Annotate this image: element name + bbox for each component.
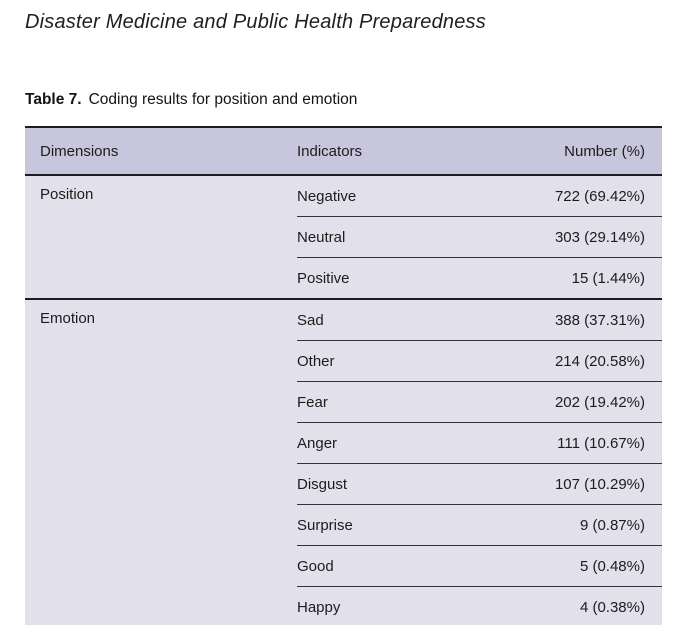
table-row: Fear 202 (19.42%) [25, 381, 662, 423]
indicator-cell: Sad [297, 298, 503, 341]
table-row: Emotion Sad 388 (37.31%) [25, 298, 662, 625]
number-cell: 388 (37.31%) [503, 298, 662, 341]
coding-results-table: Dimensions Indicators Number (%) Positio… [25, 126, 662, 625]
indicator-cell: Good [297, 545, 503, 587]
number-cell: 5 (0.48%) [503, 545, 662, 587]
number-cell: 15 (1.44%) [503, 257, 662, 299]
table-caption-text: Coding results for position and emotion [88, 91, 358, 108]
indicator-cell: Fear [297, 381, 503, 423]
column-header-number: Number (%) [503, 127, 662, 176]
indicator-cell: Positive [297, 257, 503, 299]
indicator-cell: Disgust [297, 463, 503, 505]
table-row: Surprise 9 (0.87%) [25, 504, 662, 546]
number-cell: 722 (69.42%) [503, 175, 662, 217]
indicator-cell: Other [297, 340, 503, 382]
column-header-indicators: Indicators [297, 127, 503, 176]
indicator-cell: Neutral [297, 216, 503, 258]
dimension-cell: Position [25, 175, 297, 299]
indicator-cell: Surprise [297, 504, 503, 546]
table-body: Position Negative 722 (69.42%) Neutral 303 (… [25, 175, 662, 625]
number-cell: 214 (20.58%) [503, 340, 662, 382]
table-row: Other 214 (20.58%) [25, 340, 662, 382]
table-row: Anger 111 (10.67%) [25, 422, 662, 464]
table-caption: Table 7. Coding results for position and … [25, 91, 357, 109]
table-header-row: Dimensions Indicators Number (%) [25, 127, 662, 176]
number-cell: 303 (29.14%) [503, 216, 662, 258]
indicator-cell: Happy [297, 586, 503, 625]
table-row: Position Negative 722 (69.42%) [25, 175, 662, 299]
table-caption-label: Table 7. [25, 91, 82, 108]
table-row: Good 5 (0.48%) [25, 545, 662, 587]
number-cell: 9 (0.87%) [503, 504, 662, 546]
table-row: Disgust 107 (10.29%) [25, 463, 662, 505]
table-row: Positive 15 (1.44%) [25, 257, 662, 299]
number-cell: 4 (0.38%) [503, 586, 662, 625]
number-cell: 202 (19.42%) [503, 381, 662, 423]
table-row: Neutral 303 (29.14%) [25, 216, 662, 258]
table-row: Happy 4 (0.38%) [25, 586, 662, 625]
number-cell: 107 (10.29%) [503, 463, 662, 505]
journal-title: Disaster Medicine and Public Health Prep… [25, 11, 486, 33]
indicator-cell: Negative [297, 175, 503, 217]
indicator-cell: Anger [297, 422, 503, 464]
dimension-cell: Emotion [25, 298, 297, 625]
number-cell: 111 (10.67%) [503, 422, 662, 464]
column-header-dimensions: Dimensions [25, 127, 297, 176]
